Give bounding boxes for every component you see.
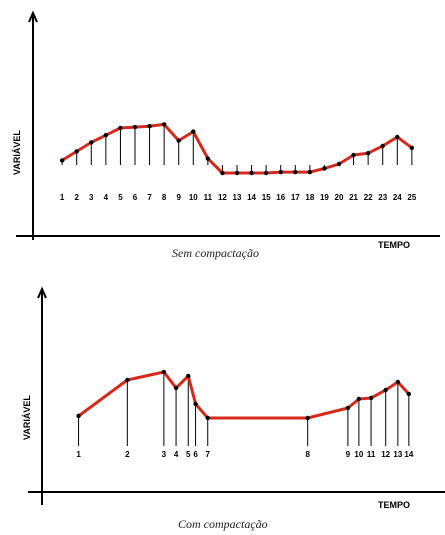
data-point-5	[118, 125, 123, 131]
data-point-13	[234, 170, 240, 176]
point-label-14: 14	[404, 450, 413, 459]
x-axis-label: TEMPO	[378, 240, 410, 250]
data-point-5	[186, 373, 191, 379]
data-point-14	[406, 391, 412, 397]
point-label-9: 9	[176, 193, 181, 202]
data-point-8	[305, 415, 310, 421]
point-label-12: 12	[381, 450, 390, 459]
point-label-10: 10	[189, 193, 198, 202]
y-axis-arrow-icon	[28, 10, 38, 23]
point-label-6: 6	[133, 193, 138, 202]
data-point-4	[103, 133, 109, 138]
data-point-17	[293, 169, 298, 175]
data-point-18	[307, 169, 313, 175]
data-point-24	[395, 134, 400, 140]
point-label-15: 15	[262, 193, 271, 202]
data-point-8	[161, 122, 167, 127]
point-label-7: 7	[147, 193, 152, 202]
series-line	[77, 370, 411, 420]
data-point-2	[125, 377, 130, 383]
point-label-11: 11	[367, 450, 376, 459]
point-label-2: 2	[74, 193, 79, 202]
point-label-16: 16	[276, 193, 285, 202]
data-point-15	[263, 170, 269, 176]
data-point-19	[322, 166, 327, 171]
point-label-5: 5	[186, 450, 191, 459]
point-label-23: 23	[378, 193, 387, 202]
y-axis-arrow-icon	[37, 286, 47, 299]
data-point-3	[161, 369, 167, 375]
point-label-8: 8	[162, 193, 167, 202]
data-point-10	[356, 396, 362, 402]
data-point-1	[59, 158, 65, 163]
data-point-11	[205, 156, 211, 161]
point-label-12: 12	[218, 193, 227, 202]
point-label-2: 2	[125, 450, 130, 459]
point-label-4: 4	[174, 450, 179, 459]
y-axis-label: VARIÁVEL	[22, 395, 32, 440]
data-point-6	[132, 124, 138, 130]
point-label-8: 8	[305, 450, 310, 459]
data-point-9	[176, 138, 181, 143]
point-label-13: 13	[233, 193, 242, 202]
chart-caption: Sem compactação	[172, 246, 259, 260]
data-point-16	[278, 169, 283, 175]
data-point-23	[380, 143, 385, 149]
point-label-25: 25	[407, 193, 416, 202]
point-label-10: 10	[354, 450, 363, 459]
x-axis-label: TEMPO	[378, 500, 410, 510]
point-label-20: 20	[335, 193, 344, 202]
point-label-9: 9	[346, 450, 351, 459]
data-point-13	[395, 379, 401, 385]
data-point-9	[345, 405, 351, 411]
point-label-3: 3	[89, 193, 94, 202]
data-point-11	[368, 395, 374, 401]
point-label-3: 3	[162, 450, 167, 459]
point-label-1: 1	[76, 450, 81, 459]
data-point-4	[173, 385, 179, 391]
y-axis-label: VARIÁVEL	[12, 130, 22, 175]
data-point-3	[89, 140, 94, 145]
point-label-4: 4	[104, 193, 109, 202]
data-point-10	[191, 129, 196, 134]
point-label-14: 14	[247, 193, 256, 202]
point-label-11: 11	[204, 193, 213, 202]
data-point-21	[351, 152, 356, 158]
point-label-19: 19	[320, 193, 329, 202]
point-label-13: 13	[393, 450, 402, 459]
data-point-14	[249, 170, 254, 176]
data-point-7	[147, 124, 152, 129]
point-label-5: 5	[118, 193, 123, 202]
data-point-7	[205, 415, 210, 421]
data-point-25	[409, 145, 415, 150]
data-point-2	[74, 149, 79, 154]
point-label-6: 6	[193, 450, 198, 459]
point-label-17: 17	[291, 193, 300, 202]
data-point-1	[76, 413, 81, 419]
point-label-22: 22	[364, 193, 373, 202]
data-point-12	[383, 387, 388, 393]
data-point-12	[220, 170, 225, 176]
data-point-20	[336, 161, 342, 167]
point-label-7: 7	[206, 450, 211, 459]
data-point-6	[193, 401, 198, 407]
data-point-22	[365, 151, 371, 156]
point-label-21: 21	[349, 193, 358, 202]
point-label-18: 18	[305, 193, 314, 202]
point-label-1: 1	[60, 193, 65, 202]
chart-caption: Com compactação	[178, 517, 268, 531]
point-label-24: 24	[393, 193, 402, 202]
